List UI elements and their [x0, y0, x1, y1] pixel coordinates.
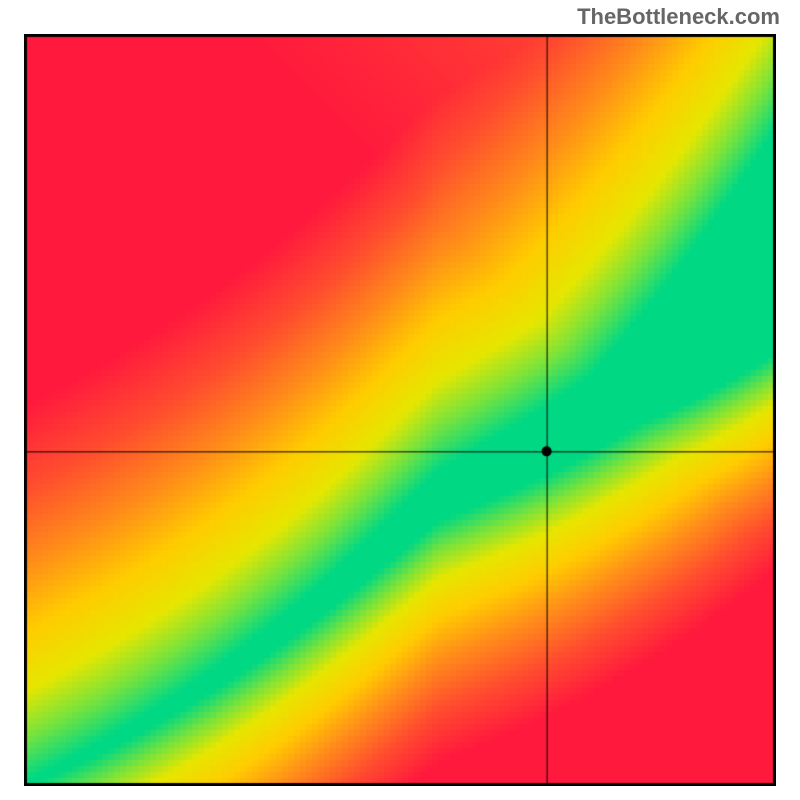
- watermark-text: TheBottleneck.com: [577, 4, 780, 30]
- bottleneck-heatmap: [24, 34, 776, 786]
- chart-container: TheBottleneck.com: [0, 0, 800, 800]
